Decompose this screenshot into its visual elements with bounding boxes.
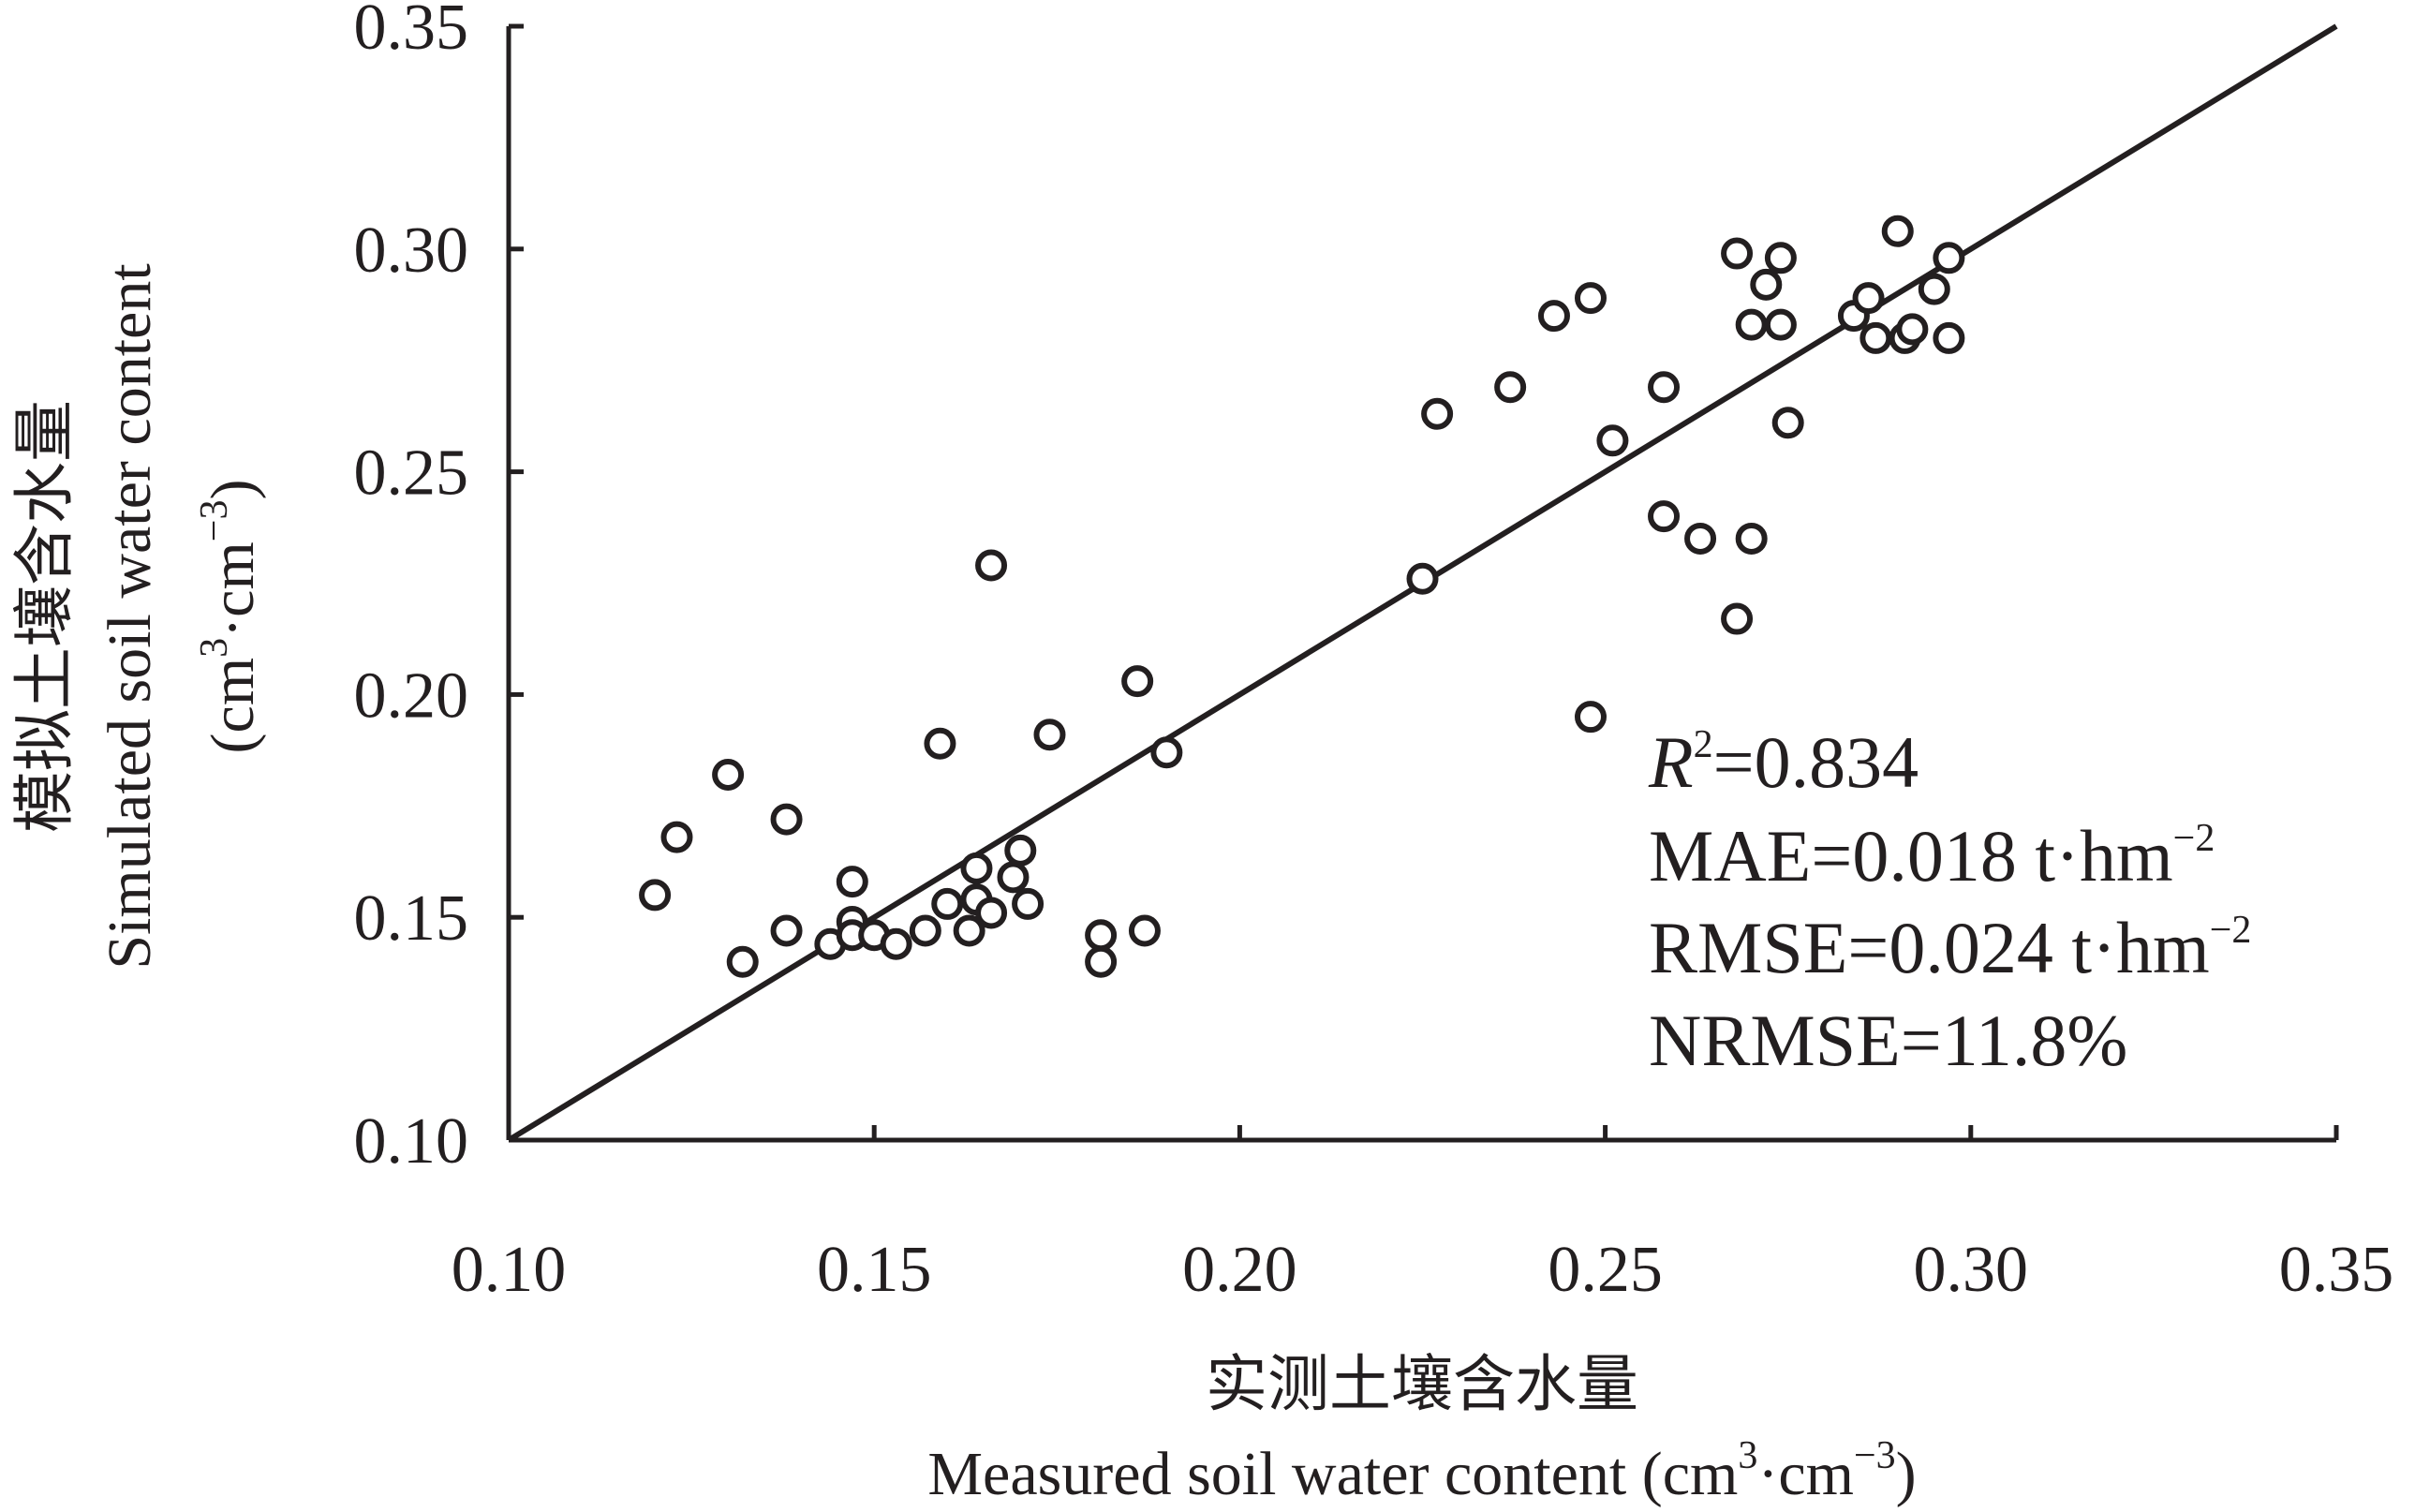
data-point: [660, 821, 693, 853]
y-tick-label: 0.20: [354, 660, 469, 732]
y-tick-labels: 0.10 0.15 0.20 0.25 0.30 0.35: [354, 0, 469, 1178]
data-point: [770, 914, 803, 947]
data-point: [909, 914, 941, 947]
data-point: [1596, 424, 1629, 457]
data-point: [1574, 701, 1607, 734]
data-point: [1537, 300, 1570, 333]
y-axis-label-unit: (cm3·cm−3): [193, 480, 267, 754]
data-point: [1933, 321, 1965, 354]
mae-annotation: MAE=0.018 t·hm−2: [1649, 815, 2215, 897]
data-point: [960, 852, 993, 884]
y-tick-label: 0.10: [354, 1105, 469, 1178]
data-point: [1933, 242, 1965, 274]
data-point: [1771, 407, 1804, 439]
data-point: [1764, 308, 1797, 341]
data-point: [1494, 371, 1527, 404]
x-tick-label: 0.35: [2279, 1234, 2394, 1306]
data-point: [1004, 834, 1037, 867]
data-point: [1085, 919, 1118, 952]
data-point: [1648, 500, 1681, 533]
axes: [506, 26, 2336, 1143]
data-point: [770, 803, 803, 836]
x-tick-label: 0.20: [1182, 1234, 1297, 1306]
data-point: [1750, 268, 1783, 301]
y-axis-label-en: Simulated soil water content: [96, 263, 164, 969]
rmse-annotation: RMSE=0.024 t·hm−2: [1649, 907, 2251, 988]
data-point: [1684, 522, 1717, 555]
data-point: [639, 879, 672, 912]
y-tick-label: 0.25: [354, 437, 469, 510]
data-point: [975, 549, 1008, 582]
data-point: [1421, 397, 1454, 430]
data-point: [1852, 282, 1885, 315]
data-point: [1128, 914, 1161, 947]
stats-annotation: R2=0.834 MAE=0.018 t·hm−2 RMSE=0.024 t·h…: [1648, 721, 2251, 1081]
data-point: [1735, 522, 1768, 555]
data-point: [712, 759, 745, 792]
data-point: [1406, 562, 1439, 595]
x-axis-label-cn: 实测土壤含水量: [1206, 1351, 1638, 1419]
data-point: [997, 861, 1030, 894]
data-point: [1918, 273, 1950, 305]
x-tick-label: 0.30: [1914, 1234, 2029, 1306]
data-point: [1721, 602, 1754, 635]
data-points: [639, 215, 1965, 978]
data-point: [1085, 945, 1118, 978]
x-tick-label: 0.25: [1548, 1234, 1663, 1306]
data-point: [1896, 313, 1929, 346]
data-point: [1881, 215, 1914, 247]
data-point: [1721, 237, 1754, 270]
data-point: [836, 866, 868, 898]
y-tick-label: 0.15: [354, 882, 469, 955]
data-point: [1033, 719, 1066, 751]
y-tick-label: 0.35: [354, 0, 469, 64]
x-tick-labels: 0.10 0.15 0.20 0.25 0.30 0.35: [452, 1234, 2394, 1306]
data-point: [1859, 321, 1892, 354]
y-axis-label-cn: 模拟土壤含水量: [11, 400, 80, 833]
data-point: [1735, 308, 1768, 341]
data-point: [1121, 665, 1154, 698]
data-point: [931, 887, 964, 920]
data-point: [1648, 371, 1681, 404]
data-point: [726, 945, 759, 978]
x-axis-label-en: Measured soil water content (cm3·cm−3): [927, 1434, 1916, 1508]
nrmse-annotation: NRMSE=11.8%: [1649, 1000, 2127, 1081]
x-tick-label: 0.15: [817, 1234, 932, 1306]
data-point: [1764, 242, 1797, 274]
data-point: [1012, 887, 1045, 920]
data-point: [880, 927, 912, 960]
data-point: [924, 727, 956, 760]
data-point: [1150, 736, 1183, 769]
ticks: [506, 23, 2339, 1143]
x-tick-label: 0.10: [452, 1234, 567, 1306]
y-tick-label: 0.30: [354, 215, 469, 287]
data-point: [953, 914, 985, 947]
data-point: [1574, 282, 1607, 315]
r2-annotation: R2=0.834: [1648, 721, 1919, 803]
data-point: [975, 897, 1008, 929]
